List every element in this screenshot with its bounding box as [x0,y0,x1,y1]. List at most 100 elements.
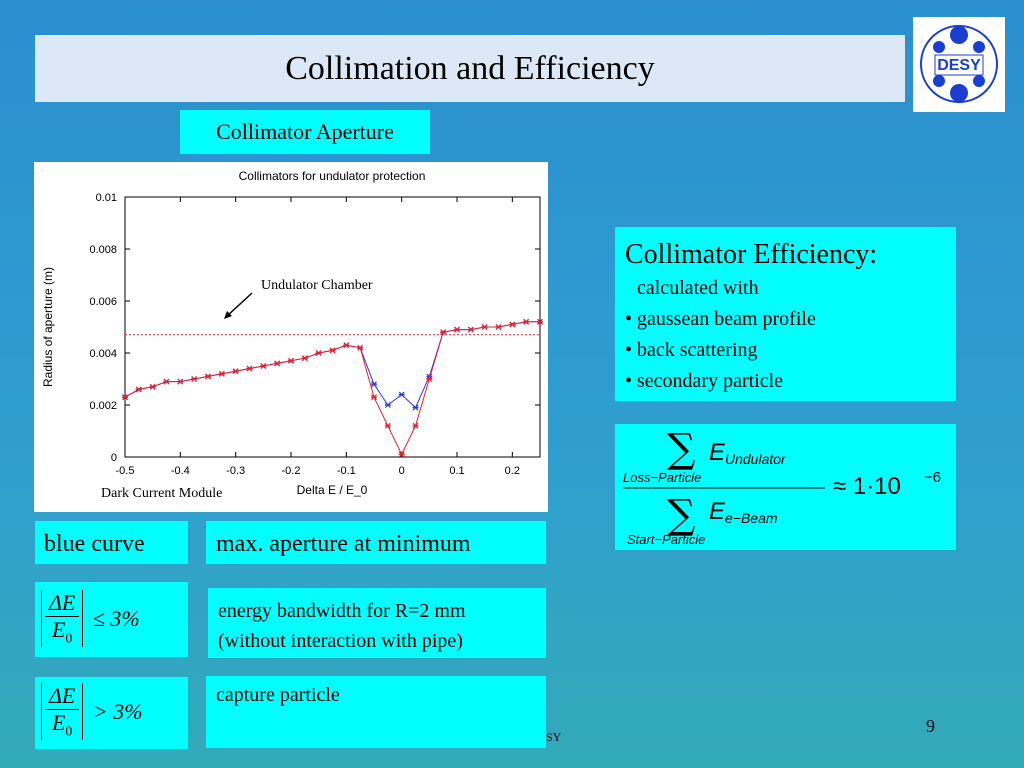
exponent: −6 [924,469,941,486]
subscript: 0 [65,724,73,740]
x-tick-label: 0.1 [449,465,464,477]
point [205,373,211,380]
point [288,357,294,364]
sum-range: Loss−Particle [623,470,701,485]
y-tick-label: 0.004 [89,348,117,360]
subscript: Undulator [725,451,787,467]
x-tick-label: -0.5 [116,465,135,477]
abs-value: ΔE E0 [41,683,84,741]
sum-sign: ∑ [667,492,696,538]
page-number: 9 [926,716,935,736]
text-line: (without interaction with pipe) [218,630,463,652]
subscript: 0 [65,631,73,647]
annotation-arrow [225,292,253,318]
relation: > 3% [92,698,143,724]
slide-title: Collimation and Efficiency [35,35,905,102]
denominator: E [51,710,66,735]
arrow-head [224,311,232,319]
point [495,324,502,330]
efficiency-heading: Collimator Efficiency: [625,239,878,270]
y-tick-label: 0.006 [89,296,117,308]
point [315,350,322,356]
text-box: max. aperture at minimum [206,521,546,564]
point [467,326,474,333]
denominator: E [51,617,66,642]
abs-value: ΔE E0 [41,590,84,648]
point [122,394,128,401]
text-line: energy bandwidth for R=2 mm [218,600,466,622]
formula-box: ΔE E0 ≤ 3% [35,582,188,657]
logo: DESY [913,17,1005,112]
point [135,386,142,393]
sum-sign: ∑ [667,426,696,472]
x-tick-label: 0.2 [505,465,520,477]
text-box: energy bandwidth for R=2 mm (without int… [208,588,546,658]
numerator: ΔE [45,683,80,710]
point [246,365,253,372]
x-tick-label: 0 [399,465,405,477]
x-axis-label: Delta E / E_0 [297,483,368,497]
point [426,376,433,382]
efficiency-line: • back scattering [625,339,758,361]
x-tick-label: -0.3 [226,465,245,477]
point [384,402,391,408]
formula-graphic: ∑ E Undulator Loss−Particle ∑ E e−Beam S… [623,426,941,547]
point [301,355,308,362]
point [412,404,419,411]
point [177,378,184,385]
text-box: capture particle [206,676,546,748]
efficiency-line: • secondary particle [625,370,784,392]
footer: SY [546,730,562,744]
x-tick-label: -0.4 [171,465,190,477]
result: ≈ 1·10 [833,473,901,500]
y-tick-label: 0.002 [89,400,117,412]
point [523,318,530,325]
chart-title: Collimators for undulator protection [239,169,426,183]
annotation: Undulator Chamber [261,278,373,293]
point [357,344,364,351]
point [509,321,516,328]
chart-heading: Collimator Aperture [180,110,430,154]
point [260,363,267,369]
point [384,422,391,429]
point [371,394,377,401]
point [149,383,156,390]
point [440,329,447,336]
point [398,451,405,458]
point [454,326,460,333]
point [412,422,419,429]
point [343,342,350,349]
x-tick-label: -0.1 [337,465,356,477]
point [218,370,225,377]
fraction: ΔE E0 [45,683,80,740]
point [329,347,336,354]
sum-range: Start−Particle [627,532,705,547]
variable: E [709,498,726,525]
efficiency-line: calculated with [637,277,759,299]
point [481,324,488,330]
efficiency-line: • gaussean beam profile [625,308,816,330]
point [191,376,198,382]
point [371,381,377,388]
y-tick-label: 0 [111,452,117,464]
numerator: ΔE [45,590,80,617]
formula-box: ΔE E0 > 3% [35,677,188,749]
efficiency-box: Collimator Efficiency: calculated with •… [615,227,956,401]
point [398,391,405,398]
y-tick-label: 0.008 [89,244,117,256]
x-tick-label: -0.2 [282,465,301,477]
y-tick-label: 0.01 [96,192,117,204]
relation: ≤ 3% [92,605,140,631]
chart: Collimators for undulator protection Del… [34,162,548,512]
label-box: blue curve [35,521,188,564]
logo-text: DESY [937,57,981,74]
series-line [124,321,540,456]
point [163,378,170,385]
fraction: ΔE E0 [45,590,80,647]
plot-frame [124,196,541,458]
subscript: e−Beam [725,510,778,526]
chart-caption: Dark Current Module [101,486,222,501]
point [274,360,281,367]
point [232,368,239,375]
